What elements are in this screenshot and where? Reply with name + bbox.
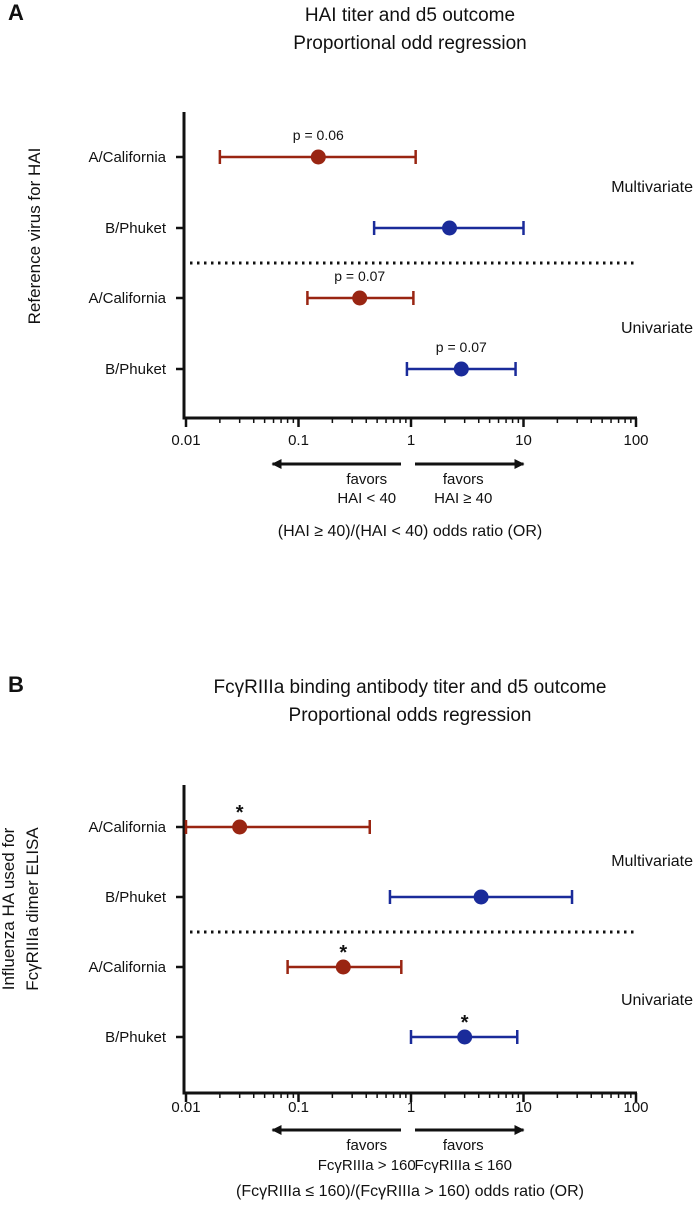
- arrow-left-label: FcγRIIIa > 160: [318, 1157, 416, 1174]
- x-tick-label: 100: [623, 1099, 648, 1116]
- significance-star: *: [461, 1012, 469, 1034]
- arrow-right-label: HAI ≥ 40: [434, 490, 492, 507]
- chart-title-line: Proportional odds regression: [289, 705, 532, 726]
- category-label: B/Phuket: [105, 361, 167, 378]
- group-label: Multivariate: [611, 853, 693, 870]
- category-label: B/Phuket: [105, 220, 167, 237]
- odds-ratio-point: [457, 1029, 473, 1045]
- group-label: Univariate: [621, 320, 693, 337]
- category-label: A/California: [88, 149, 166, 166]
- odds-ratio-point: [453, 361, 469, 377]
- odds-ratio-point: [232, 819, 248, 835]
- category-label: B/Phuket: [105, 889, 167, 906]
- p-value-annotation: p = 0.07: [436, 339, 487, 355]
- x-tick-label: 0.01: [171, 432, 200, 449]
- x-tick-label: 1: [407, 1099, 415, 1116]
- significance-star: *: [236, 802, 244, 824]
- category-label: A/California: [88, 959, 166, 976]
- chart-title-line: Proportional odd regression: [293, 33, 526, 54]
- x-axis-label: (HAI ≥ 40)/(HAI < 40) odds ratio (OR): [278, 523, 542, 540]
- panel-b: B FcγRIIIa binding antibody titer and d5 …: [0, 672, 693, 1200]
- group-label: Univariate: [621, 992, 693, 1009]
- category-label: B/Phuket: [105, 1029, 167, 1046]
- p-value-annotation: p = 0.06: [293, 127, 344, 143]
- group-label: Multivariate: [611, 179, 693, 196]
- x-axis-label: (FcγRIIIa ≤ 160)/(FcγRIIIa > 160) odds r…: [236, 1183, 584, 1200]
- arrow-right-label: favors: [443, 471, 484, 488]
- category-label: A/California: [88, 290, 166, 307]
- chart-title-line: FcγRIIIa binding antibody titer and d5 o…: [214, 677, 607, 698]
- x-tick-label: 0.1: [288, 1099, 309, 1116]
- odds-ratio-point: [473, 889, 489, 905]
- y-axis-label-line: FcγRIIIa dimer ELISA: [23, 827, 42, 991]
- odds-ratio-point: [310, 149, 326, 165]
- odds-ratio-point: [335, 959, 351, 975]
- panel-letter: B: [8, 672, 24, 697]
- x-tick-label: 0.1: [288, 432, 309, 449]
- y-axis-label: Reference virus for HAI: [25, 148, 44, 325]
- y-axis-label-line: Influenza HA used for: [0, 827, 18, 990]
- category-label: A/California: [88, 819, 166, 836]
- chart-title-line: HAI titer and d5 outcome: [305, 5, 515, 26]
- x-tick-label: 10: [515, 432, 532, 449]
- p-value-annotation: p = 0.07: [334, 268, 385, 284]
- odds-ratio-point: [442, 220, 458, 236]
- arrow-left-label: HAI < 40: [337, 490, 396, 507]
- x-tick-label: 10: [515, 1099, 532, 1116]
- x-tick-label: 1: [407, 432, 415, 449]
- panel-a: A HAI titer and d5 outcome Proportional od…: [8, 0, 693, 540]
- odds-ratio-point: [352, 290, 368, 306]
- arrow-right-label: FcγRIIIa ≤ 160: [415, 1157, 512, 1174]
- arrow-right-label: favors: [443, 1137, 484, 1154]
- x-tick-label: 100: [623, 432, 648, 449]
- significance-star: *: [339, 942, 347, 964]
- arrow-left-label: favors: [346, 1137, 387, 1154]
- arrow-left-label: favors: [346, 471, 387, 488]
- x-tick-label: 0.01: [171, 1099, 200, 1116]
- panel-letter: A: [8, 0, 24, 25]
